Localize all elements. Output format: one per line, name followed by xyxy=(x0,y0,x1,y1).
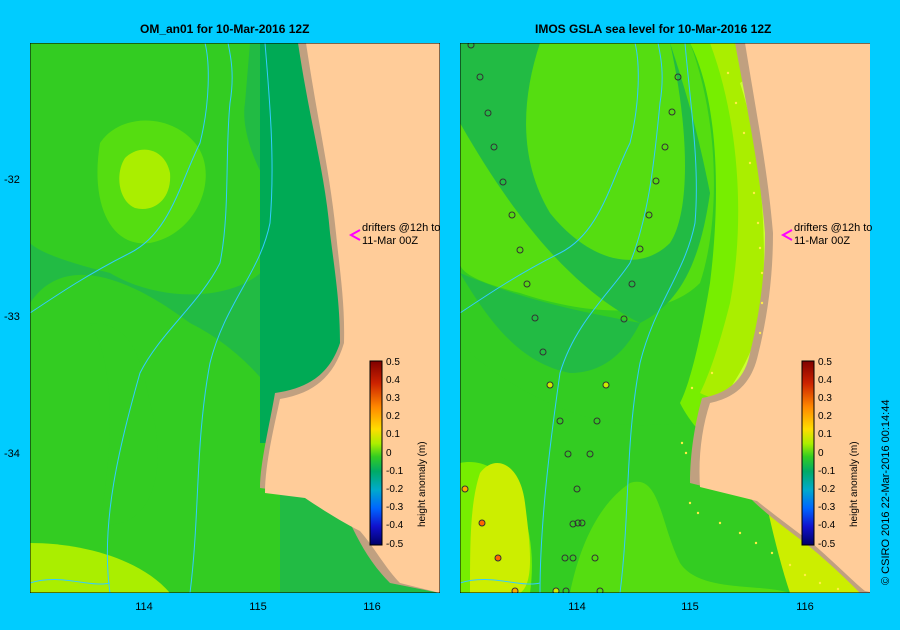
colorbar-tick: 0 xyxy=(818,448,824,459)
colorbar-tick: 0.3 xyxy=(386,393,400,404)
lat-label-33: -33 xyxy=(4,311,20,323)
lon-label-116-left: 116 xyxy=(363,601,381,613)
lon-label-116-right: 116 xyxy=(796,601,814,613)
drifter-arrow-icon xyxy=(348,229,361,241)
colorbar-tick: -0.5 xyxy=(818,539,836,550)
left-map-panel xyxy=(30,43,440,593)
right-colorbar: 0.5 0.4 0.3 0.2 0.1 0 -0.1 -0.2 -0.3 -0.… xyxy=(801,357,860,550)
left-map-title: OM_an01 for 10-Mar-2016 12Z xyxy=(140,22,310,36)
colorbar-tick: 0 xyxy=(386,448,392,459)
right-map-svg xyxy=(460,43,870,593)
lon-label-115-right: 115 xyxy=(681,601,699,613)
colorbar-tick: -0.4 xyxy=(818,520,836,531)
colorbar-tick: 0.2 xyxy=(386,411,400,422)
lon-label-114-right: 114 xyxy=(568,601,586,613)
colorbar-tick: -0.5 xyxy=(386,539,404,550)
left-colorbar: 0.5 0.4 0.3 0.2 0.1 0 -0.1 -0.2 -0.3 -0.… xyxy=(369,357,428,550)
colorbar-tick: 0.2 xyxy=(818,411,832,422)
right-map-title: IMOS GSLA sea level for 10-Mar-2016 12Z xyxy=(535,22,772,36)
colorbar-tick: 0.5 xyxy=(386,357,400,368)
colorbar-tick: -0.1 xyxy=(818,466,836,477)
colorbar-tick: 0.1 xyxy=(386,429,400,440)
colorbar-tick: -0.2 xyxy=(386,484,404,495)
right-map-panel xyxy=(460,43,870,593)
left-drifter-line1: drifters @12h to xyxy=(362,222,441,234)
right-drifter-line2: 11-Mar 00Z xyxy=(794,235,851,247)
copyright-credit: © CSIRO 2016 22-Mar-2016 00:14:44 xyxy=(880,399,892,585)
left-drifter-line2: 11-Mar 00Z xyxy=(362,235,419,247)
lat-label-32: -32 xyxy=(4,174,20,186)
colorbar-tick: -0.4 xyxy=(386,520,404,531)
lon-label-114-left: 114 xyxy=(135,601,153,613)
right-drifter-annotation: drifters @12h to 11-Mar 00Z xyxy=(794,222,872,248)
right-drifter-line1: drifters @12h to xyxy=(794,222,873,234)
colorbar-tick: 0.4 xyxy=(818,375,832,386)
colorbar-tick: -0.3 xyxy=(818,502,836,513)
colorbar-tick: 0.1 xyxy=(818,429,832,440)
drifter-arrow-icon xyxy=(780,229,793,241)
lon-label-115-left: 115 xyxy=(249,601,267,613)
colorbar-tick: -0.1 xyxy=(386,466,404,477)
left-drifter-annotation: drifters @12h to 11-Mar 00Z xyxy=(362,222,440,248)
colorbar-label: height anomaly (m) xyxy=(417,441,428,527)
colorbar-tick: 0.4 xyxy=(386,375,400,386)
colorbar-label: height anomaly (m) xyxy=(849,441,860,527)
colorbar-tick: -0.2 xyxy=(818,484,836,495)
colorbar-tick: -0.3 xyxy=(386,502,404,513)
colorbar-tick: 0.3 xyxy=(818,393,832,404)
lat-label-34: -34 xyxy=(4,448,20,460)
colorbar-tick: 0.5 xyxy=(818,357,832,368)
left-map-svg xyxy=(30,43,440,593)
